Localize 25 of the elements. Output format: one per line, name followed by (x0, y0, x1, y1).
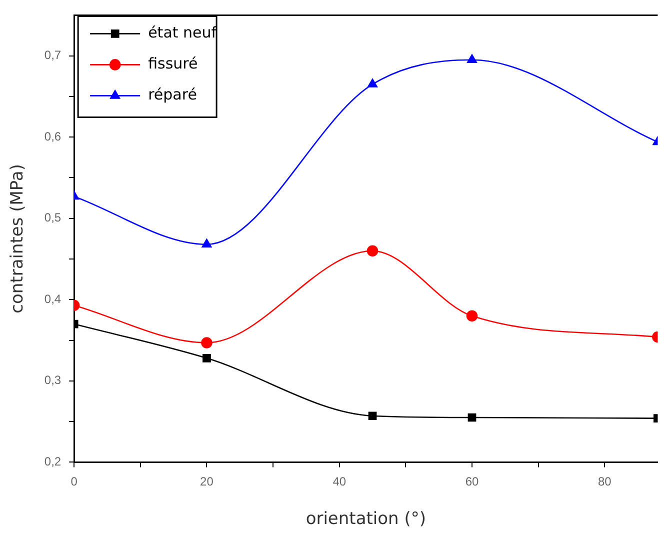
legend-label: état neuf (148, 24, 218, 42)
point (467, 54, 477, 64)
y-axis-title: contraintes (MPa) (8, 164, 28, 314)
x-tick-label: 20 (200, 474, 214, 489)
y-tick-label: 0,5 (44, 210, 62, 225)
x-axis-title: orientation (°) (306, 509, 426, 530)
y-tick-label: 0,6 (44, 129, 62, 144)
x-tick-label: 60 (465, 474, 479, 489)
point (468, 413, 476, 422)
point (201, 337, 212, 348)
y-tick-label: 0,2 (44, 454, 62, 469)
legend-label: réparé (148, 86, 197, 104)
x-tick-label: 0 (70, 474, 78, 489)
point (368, 412, 377, 420)
y-tick-label: 0,7 (44, 48, 62, 62)
point (202, 238, 212, 248)
x-tick-label: 40 (332, 474, 346, 489)
x-tick-label: 80 (598, 474, 612, 489)
legend-label: fissuré (148, 54, 198, 73)
point (466, 310, 478, 322)
point (368, 78, 378, 88)
y-tick-label: 0,3 (44, 373, 62, 388)
point (366, 245, 378, 257)
point (202, 354, 211, 362)
y-tick-label: 0,4 (44, 292, 62, 306)
